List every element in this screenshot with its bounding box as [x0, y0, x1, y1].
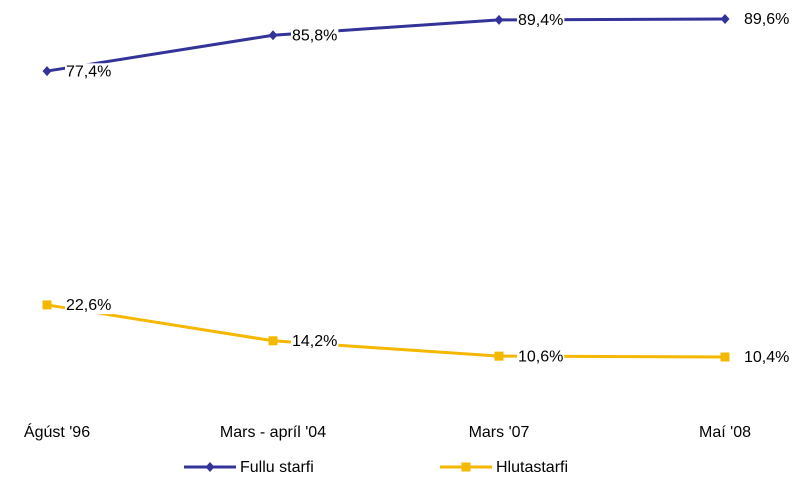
- x-tick-label: Mars '07: [469, 424, 530, 441]
- point-marker: [42, 300, 52, 310]
- data-label-group: 89,6%: [743, 11, 791, 29]
- data-label-group: 89,4%: [517, 12, 565, 30]
- point-marker: [720, 352, 730, 362]
- data-label-bg: [65, 297, 113, 315]
- data-label-group: 10,6%: [517, 348, 565, 366]
- data-label: 89,4%: [518, 12, 563, 29]
- data-label-bg: [291, 333, 339, 351]
- series-line: [46, 17, 726, 73]
- data-label-bg: [291, 27, 339, 45]
- point-marker: [268, 30, 278, 41]
- point-marker: [720, 14, 730, 24]
- data-label-group: 14,2%: [291, 333, 339, 351]
- data-label: 77,4%: [66, 63, 111, 80]
- data-label-bg: [743, 11, 791, 29]
- data-label-bg: [517, 348, 565, 366]
- data-label: 89,6%: [744, 11, 789, 28]
- data-label-group: 10,4%: [743, 349, 791, 367]
- x-tick-label: Mars - apríl '04: [220, 424, 326, 441]
- point-marker: [268, 336, 278, 346]
- legend-label: Hlutastarfi: [496, 459, 568, 476]
- data-label-group: 77,4%: [65, 63, 113, 81]
- data-label-group: 22,6%: [65, 297, 113, 315]
- series-line: [46, 303, 726, 359]
- data-label: 14,2%: [292, 333, 337, 350]
- data-label: 85,8%: [292, 27, 337, 44]
- point-marker: [494, 351, 504, 361]
- data-label-bg: [743, 349, 791, 367]
- x-tick-label: Ágúst '96: [24, 422, 90, 441]
- point-marker: [42, 66, 52, 77]
- x-tick-label: Maí '08: [699, 424, 751, 441]
- data-label-bg: [65, 63, 113, 81]
- data-label-bg: [517, 12, 565, 30]
- data-label: 10,6%: [518, 348, 563, 365]
- legend-marker: [205, 462, 215, 472]
- data-label: 10,4%: [744, 349, 789, 366]
- data-label: 22,6%: [66, 297, 111, 314]
- point-marker: [494, 14, 504, 25]
- data-label-group: 85,8%: [291, 27, 339, 45]
- legend-label: Fullu starfi: [240, 459, 314, 476]
- legend-marker: [461, 462, 471, 472]
